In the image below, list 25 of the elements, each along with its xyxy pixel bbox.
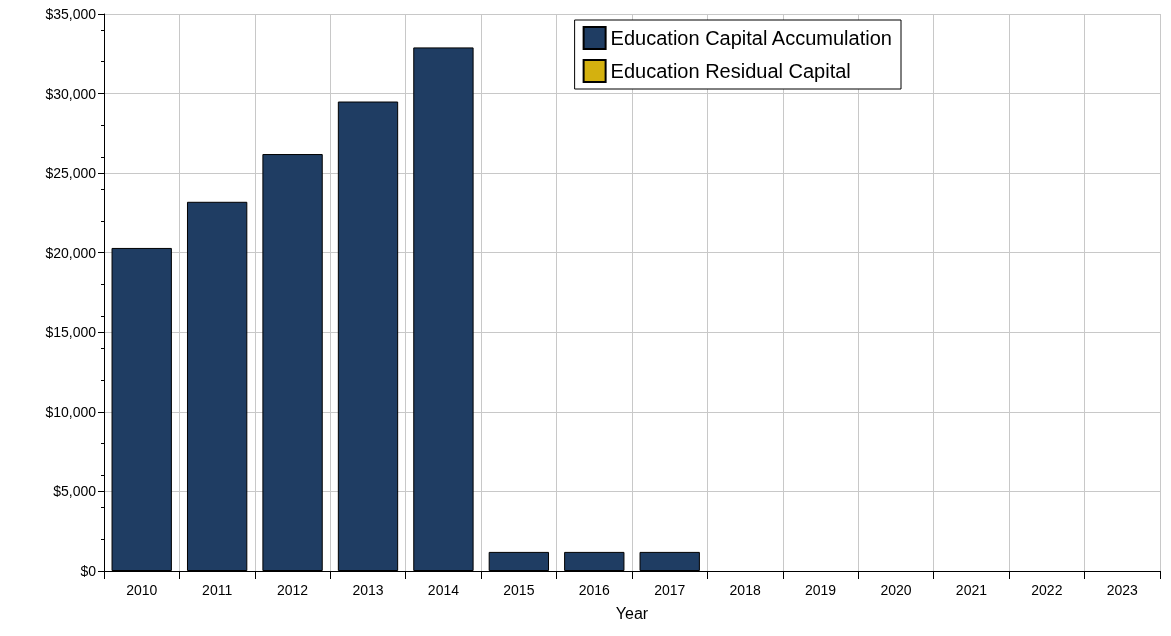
y-tick-label: $5,000 xyxy=(53,483,97,500)
x-tick-label: 2010 xyxy=(126,582,158,598)
x-tick-label: 2015 xyxy=(503,582,535,598)
x-tick-label: 2011 xyxy=(202,582,233,598)
y-tick-label: $30,000 xyxy=(45,85,97,102)
y-tick-label: $15,000 xyxy=(45,324,97,341)
y-tick-label: $0 xyxy=(80,563,97,579)
x-axis-title: Year xyxy=(615,604,649,622)
x-tick-label: 2022 xyxy=(1031,582,1063,598)
y-tick-label: $25,000 xyxy=(45,165,97,182)
x-tick-label: 2012 xyxy=(276,582,309,598)
x-tick-label: 2021 xyxy=(955,582,988,598)
y-tick-label: $10,000 xyxy=(45,403,97,420)
y-tick-label: $35,000 xyxy=(45,6,97,22)
x-tick-label: 2020 xyxy=(880,582,912,598)
x-tick-label: 2014 xyxy=(427,582,460,598)
legend-label: Education Residual Capital xyxy=(610,60,851,82)
x-tick-label: 2018 xyxy=(729,582,761,598)
x-tick-label: 2019 xyxy=(804,582,837,598)
legend-label: Education Capital Accumulation xyxy=(610,27,892,49)
y-tick-label: $20,000 xyxy=(45,244,97,261)
x-tick-label: 2023 xyxy=(1106,582,1139,598)
x-tick-label: 2017 xyxy=(654,582,686,598)
x-tick-label: 2016 xyxy=(578,582,611,598)
x-tick-label: 2013 xyxy=(352,582,384,598)
